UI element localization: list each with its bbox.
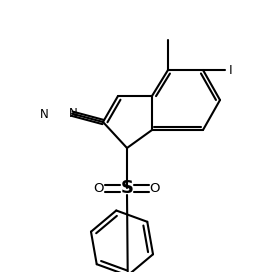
- Text: N: N: [69, 107, 78, 120]
- Text: I: I: [229, 63, 233, 76]
- Text: O: O: [94, 181, 104, 194]
- Text: N: N: [40, 108, 49, 121]
- Text: S: S: [120, 179, 133, 197]
- Text: O: O: [150, 181, 160, 194]
